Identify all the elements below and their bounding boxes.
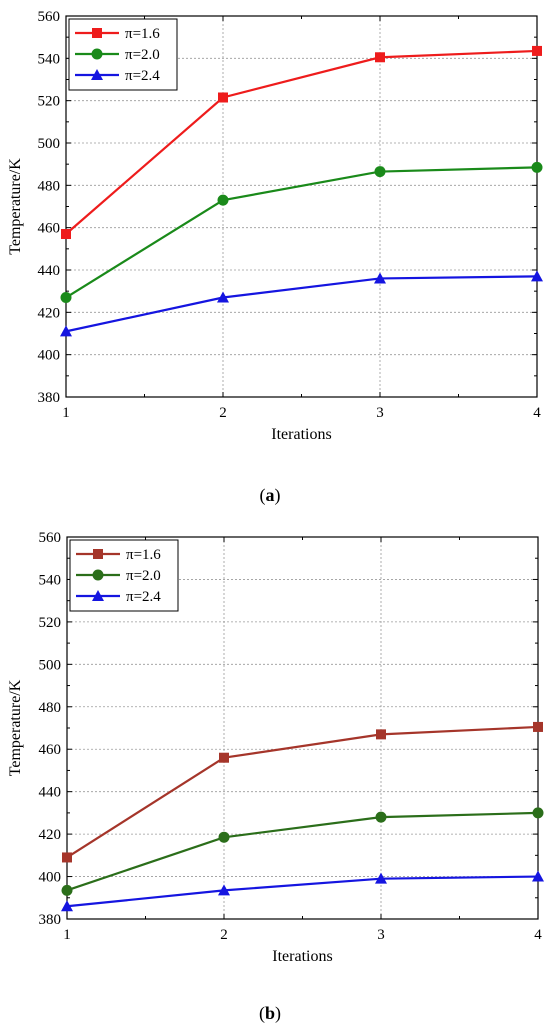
legend: π=1.6 π=2.0 π=2.4 xyxy=(69,539,179,612)
chart-panel-b: 380 400 420 440 460 480 500 520 540 560 1 2 3 4 Iterat… xyxy=(0,520,550,1030)
data-point-square xyxy=(62,852,72,863)
data-point-square xyxy=(61,229,71,240)
series-square xyxy=(61,45,542,240)
data-point-square xyxy=(218,92,228,103)
x-tick-label: 1 xyxy=(63,927,71,943)
series-triangle xyxy=(60,270,543,337)
panel-caption: (b) xyxy=(259,1003,281,1024)
data-point-triangle xyxy=(218,884,230,896)
x-tick-label: 4 xyxy=(533,405,541,421)
grid xyxy=(66,16,537,397)
legend-label: π=2.0 xyxy=(126,568,161,584)
y-tick-label: 560 xyxy=(38,9,61,25)
caption-close-paren: ) xyxy=(275,1003,281,1024)
y-tick-label: 500 xyxy=(39,657,62,673)
data-point-square xyxy=(532,45,542,56)
x-tick-label: 3 xyxy=(377,927,385,943)
series-circle xyxy=(60,161,543,304)
x-tick-label: 4 xyxy=(534,927,542,943)
chart-panel-a: 380 400 420 440 460 480 500 520 540 560 1 2 3 4 Iterat… xyxy=(7,9,543,506)
legend-label: π=1.6 xyxy=(126,547,161,563)
y-tick-label: 520 xyxy=(38,94,61,110)
caption-letter: b xyxy=(265,1003,275,1023)
data-point-triangle xyxy=(531,270,543,282)
caption-open-paren: ( xyxy=(259,1003,265,1024)
data-point-square xyxy=(219,752,229,763)
series-line-circle xyxy=(66,811,539,892)
data-point-triangle xyxy=(375,872,387,884)
y-tick-label: 380 xyxy=(38,390,61,406)
legend-label: π=2.4 xyxy=(126,589,161,605)
x-tick-label: 2 xyxy=(220,927,228,943)
data-point-circle xyxy=(217,194,229,206)
legend-marker-triangle xyxy=(92,590,104,601)
series-triangle xyxy=(61,870,544,912)
caption-open-paren: ( xyxy=(260,485,266,506)
legend-marker-square xyxy=(93,549,103,559)
y-tick-label: 440 xyxy=(39,785,62,801)
x-tick-label: 1 xyxy=(62,405,70,421)
data-point-square xyxy=(375,52,385,63)
caption-close-paren: ) xyxy=(275,485,281,506)
y-tick-label: 520 xyxy=(39,615,62,631)
y-tick-label: 420 xyxy=(38,305,61,321)
y-tick-label: 560 xyxy=(39,530,62,546)
y-tick-label: 380 xyxy=(39,912,62,928)
chart-b-svg: 380 400 420 440 460 480 500 520 540 560 1 2 3 4 Iterat… xyxy=(7,530,544,1024)
data-point-circle xyxy=(531,161,543,173)
data-point-triangle xyxy=(61,900,73,912)
x-axis-label: Iterations xyxy=(271,426,331,443)
y-axis-label: Temperature/K xyxy=(7,158,24,255)
data-point-triangle xyxy=(532,870,544,882)
x-axis-label: Iterations xyxy=(272,948,332,965)
y-tick-label: 460 xyxy=(39,742,62,758)
y-tick-label: 440 xyxy=(38,263,61,279)
legend-label: π=2.0 xyxy=(125,47,160,63)
data-point-triangle xyxy=(217,291,229,303)
data-point-circle xyxy=(532,807,544,819)
legend-marker-triangle xyxy=(91,69,103,80)
series-line-triangle xyxy=(65,275,538,333)
legend-marker-circle xyxy=(91,48,103,60)
y-tick-label: 540 xyxy=(38,51,61,67)
legend: π=1.6 π=2.0 π=2.4 xyxy=(68,18,178,91)
caption-letter: a xyxy=(266,485,275,505)
series-line-triangle xyxy=(66,875,539,908)
series-square xyxy=(62,721,543,863)
y-tick-label: 400 xyxy=(39,870,62,886)
series-line-circle xyxy=(65,166,538,299)
chart-a-svg: 380 400 420 440 460 480 500 520 540 560 1 2 3 4 Iterat… xyxy=(7,9,543,506)
y-tick-label: 480 xyxy=(39,700,62,716)
data-point-circle xyxy=(375,811,387,823)
legend-label: π=2.4 xyxy=(125,68,160,84)
data-point-triangle xyxy=(374,272,386,284)
data-point-circle xyxy=(374,166,386,178)
series-line-square xyxy=(65,49,538,235)
y-tick-label: 460 xyxy=(38,221,61,237)
data-point-triangle xyxy=(60,325,72,337)
y-tick-label: 480 xyxy=(38,178,61,194)
series-line-square xyxy=(66,725,539,859)
data-point-circle xyxy=(61,884,73,896)
legend-label: π=1.6 xyxy=(125,26,160,42)
y-tick-label: 400 xyxy=(38,348,61,364)
legend-marker-square xyxy=(92,28,102,38)
legend-marker-circle xyxy=(92,569,104,581)
y-tick-label: 420 xyxy=(39,827,62,843)
y-tick-label: 500 xyxy=(38,136,61,152)
data-point-square xyxy=(376,729,386,740)
y-axis-label: Temperature/K xyxy=(7,679,24,776)
x-tick-label: 3 xyxy=(376,405,384,421)
series-circle xyxy=(61,807,544,896)
data-point-circle xyxy=(60,292,72,304)
panel-caption: (a) xyxy=(260,485,281,506)
data-point-circle xyxy=(218,831,230,843)
data-point-square xyxy=(533,721,543,732)
x-tick-label: 2 xyxy=(219,405,227,421)
y-tick-label: 540 xyxy=(39,572,62,588)
